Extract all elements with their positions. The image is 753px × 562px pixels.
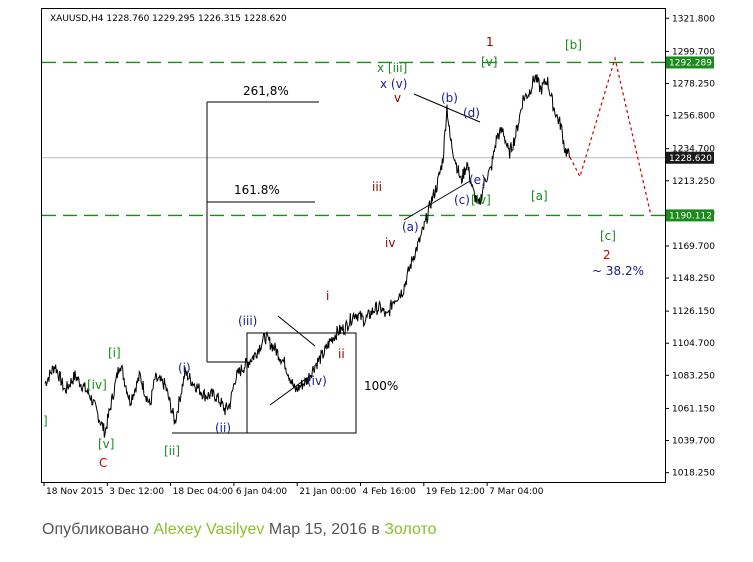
x-tick-label: 3 Dec 12:00 xyxy=(109,487,164,497)
y-tick-label: 1278.250 xyxy=(672,79,715,89)
wave-label-iv-red: iv xyxy=(385,236,395,250)
wave-label-b-top: [b] xyxy=(565,38,582,52)
wave-label-ii-paren: (ii) xyxy=(215,421,231,435)
caption-date: Мар 15, 2016 в xyxy=(268,521,380,538)
caption-author-link[interactable]: Alexey Vasilyev xyxy=(153,521,265,538)
plot-frame xyxy=(41,8,666,483)
level-box xyxy=(666,209,714,222)
y-tick-label: 1083.250 xyxy=(672,371,715,381)
y-tick-label: 1061.150 xyxy=(672,404,715,414)
wave-label-1: 1 xyxy=(486,35,494,49)
wedge-lower-line xyxy=(269,377,308,406)
wave-label-a-paren: (a) xyxy=(402,220,419,234)
level-lines: 1292.289 1190.112 xyxy=(42,56,714,222)
current-price-label: 1228.620 xyxy=(669,154,712,164)
y-tick-label: 1126.150 xyxy=(672,307,715,317)
wave-label-i-red: i xyxy=(326,289,329,303)
x-tick-label: 21 Jan 00:00 xyxy=(299,487,356,497)
level-label: 1292.289 xyxy=(669,58,712,68)
current-price-line: 1228.620 xyxy=(42,151,714,164)
level-label: 1190.112 xyxy=(669,211,712,221)
wave-label-2: 2 xyxy=(603,248,611,262)
y-axis: 1321.800 1299.700 1278.250 1256.800 1234.700… xyxy=(665,14,715,479)
wave-label-b-paren: (b) xyxy=(441,91,458,105)
y-tick-label: 1039.700 xyxy=(672,437,715,447)
wave-label-iv-green-left: [iv] xyxy=(87,378,107,392)
x-tick-label: 7 Mar 04:00 xyxy=(489,487,544,497)
forecast-path xyxy=(569,56,652,216)
wave-labels: 1 [b] x [iii] [v] x (v) v (b) (d) iii (e… xyxy=(43,35,644,470)
y-tick-label: 1148.250 xyxy=(672,274,715,284)
wave-label-bracket-left: ] xyxy=(43,414,48,428)
x-tick-label: 4 Feb 16:00 xyxy=(363,487,417,497)
symbol-info: XAUUSD,H4 1228.760 1229.295 1226.315 122… xyxy=(50,14,287,24)
wave-label-v-red: v xyxy=(394,91,401,105)
x-tick-label: 18 Nov 2015 xyxy=(46,487,104,497)
forecast-line xyxy=(569,56,652,216)
wave-label-ii-red: ii xyxy=(338,347,345,361)
wave-label-e-paren: (e) xyxy=(469,173,486,187)
wave-label-a-green: [a] xyxy=(531,189,548,203)
y-tick-label: 1104.700 xyxy=(672,339,715,349)
fib-161-label: 161.8% xyxy=(234,183,280,197)
x-axis: 18 Nov 2015 3 Dec 12:00 18 Dec 04:00 6 Jan … xyxy=(43,482,544,497)
y-tick-label: 1299.700 xyxy=(672,47,715,57)
wave-label-x-v: x (v) xyxy=(380,77,407,91)
publication-caption: Опубликовано Alexey Vasilyev Мар 15, 201… xyxy=(42,521,437,539)
y-tick-label: 1256.800 xyxy=(672,112,715,122)
wave-label-C: C xyxy=(99,456,107,470)
level-box xyxy=(666,56,714,69)
wave-label-iv-paren: (iv) xyxy=(307,374,327,388)
y-tick-label: 1169.700 xyxy=(672,242,715,252)
x-tick-label: 6 Jan 04:00 xyxy=(236,487,288,497)
current-price-box xyxy=(666,151,714,164)
caption-published: Опубликовано xyxy=(42,521,150,538)
price-line xyxy=(44,74,570,438)
wave-label-iii-paren: (iii) xyxy=(238,314,257,328)
wave-label-i-paren: (i) xyxy=(178,361,191,375)
wave-label-x-iii: x [iii] xyxy=(377,61,407,75)
trend-lines xyxy=(269,93,481,406)
y-tick-label: 1213.250 xyxy=(672,177,715,187)
wave-label-iii-red: iii xyxy=(372,180,382,194)
wave-label-382: ~ 38.2% xyxy=(592,264,644,278)
y-tick-label: 1234.700 xyxy=(672,145,715,155)
wave-label-v-green-left: [v] xyxy=(98,437,114,451)
wave-label-iv-green: [iv] xyxy=(471,193,491,207)
fib-261-label: 261,8% xyxy=(243,84,289,98)
wave-label-d-paren: (d) xyxy=(463,106,480,120)
wave-label-ii-green: [ii] xyxy=(164,444,180,458)
caption-category-link[interactable]: Золото xyxy=(384,521,437,538)
fib-100-label: 100% xyxy=(364,379,398,393)
wave-label-c-green: [c] xyxy=(600,229,616,243)
wave-label-c-iv: (c) xyxy=(454,193,470,207)
wave-label-i-green: [i] xyxy=(108,346,121,360)
fibonacci-projection xyxy=(172,101,357,434)
wave-label-v-top: [v] xyxy=(481,55,497,69)
y-tick-label: 1018.250 xyxy=(672,469,715,479)
x-tick-label: 19 Feb 12:00 xyxy=(426,487,485,497)
y-tick-label: 1321.800 xyxy=(672,14,715,24)
wedge-upper-line xyxy=(277,315,316,347)
price-series xyxy=(44,74,570,438)
triangle-lower-line xyxy=(403,180,471,221)
x-tick-label: 18 Dec 04:00 xyxy=(173,487,234,497)
